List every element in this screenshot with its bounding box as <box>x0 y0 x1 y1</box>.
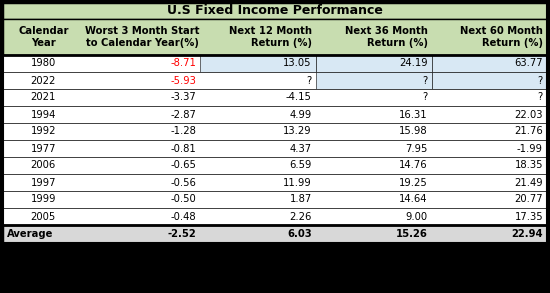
FancyBboxPatch shape <box>432 55 547 72</box>
Text: 1980: 1980 <box>31 59 56 69</box>
FancyBboxPatch shape <box>3 123 547 140</box>
FancyBboxPatch shape <box>316 55 432 72</box>
FancyBboxPatch shape <box>3 225 547 243</box>
Text: 1.87: 1.87 <box>289 195 312 205</box>
Text: Next 36 Month
Return (%): Next 36 Month Return (%) <box>345 26 428 48</box>
Text: Next 60 Month
Return (%): Next 60 Month Return (%) <box>460 26 543 48</box>
FancyBboxPatch shape <box>3 3 547 19</box>
Text: 2005: 2005 <box>31 212 56 222</box>
FancyBboxPatch shape <box>3 174 547 191</box>
Text: 22.94: 22.94 <box>512 229 543 239</box>
Text: -2.52: -2.52 <box>168 229 196 239</box>
Text: 18.35: 18.35 <box>514 161 543 171</box>
Text: 16.31: 16.31 <box>399 110 428 120</box>
Text: 15.26: 15.26 <box>396 229 428 239</box>
FancyBboxPatch shape <box>3 89 547 106</box>
Text: 11.99: 11.99 <box>283 178 312 188</box>
Text: 21.49: 21.49 <box>514 178 543 188</box>
Text: -8.71: -8.71 <box>170 59 196 69</box>
Text: -4.15: -4.15 <box>286 93 312 103</box>
Text: 7.95: 7.95 <box>405 144 428 154</box>
FancyBboxPatch shape <box>3 55 547 72</box>
Text: 4.37: 4.37 <box>290 144 312 154</box>
Text: ?: ? <box>306 76 312 86</box>
Text: ?: ? <box>422 93 428 103</box>
Text: -0.81: -0.81 <box>170 144 196 154</box>
FancyBboxPatch shape <box>3 208 547 225</box>
FancyBboxPatch shape <box>432 72 547 89</box>
Text: 13.29: 13.29 <box>283 127 312 137</box>
Text: 19.25: 19.25 <box>399 178 428 188</box>
Text: -0.48: -0.48 <box>171 212 196 222</box>
FancyBboxPatch shape <box>3 191 547 208</box>
Text: -2.87: -2.87 <box>170 110 196 120</box>
Text: ?: ? <box>422 76 428 86</box>
Text: Next 12 Month
Return (%): Next 12 Month Return (%) <box>229 26 312 48</box>
Text: Worst 3 Month Start
to Calendar Year(%): Worst 3 Month Start to Calendar Year(%) <box>85 26 199 48</box>
Text: 14.76: 14.76 <box>399 161 428 171</box>
Text: -3.37: -3.37 <box>170 93 196 103</box>
Text: 4.99: 4.99 <box>289 110 312 120</box>
Text: 63.77: 63.77 <box>514 59 543 69</box>
Text: -0.50: -0.50 <box>170 195 196 205</box>
Text: 21.76: 21.76 <box>514 127 543 137</box>
Text: ?: ? <box>538 76 543 86</box>
Text: 15.98: 15.98 <box>399 127 428 137</box>
Text: 22.03: 22.03 <box>514 110 543 120</box>
Text: -1.99: -1.99 <box>517 144 543 154</box>
Text: -5.93: -5.93 <box>170 76 196 86</box>
Text: 9.00: 9.00 <box>405 212 428 222</box>
Text: 13.05: 13.05 <box>283 59 312 69</box>
Text: 2022: 2022 <box>31 76 56 86</box>
Text: ?: ? <box>538 93 543 103</box>
Text: 1977: 1977 <box>30 144 56 154</box>
Text: 14.64: 14.64 <box>399 195 428 205</box>
Text: 6.59: 6.59 <box>289 161 312 171</box>
Text: -0.56: -0.56 <box>170 178 196 188</box>
Text: 2021: 2021 <box>31 93 56 103</box>
Text: 20.77: 20.77 <box>514 195 543 205</box>
FancyBboxPatch shape <box>3 19 547 55</box>
Text: -0.65: -0.65 <box>170 161 196 171</box>
Text: 1994: 1994 <box>31 110 56 120</box>
Text: 2006: 2006 <box>31 161 56 171</box>
Text: 1992: 1992 <box>30 127 56 137</box>
Text: 17.35: 17.35 <box>514 212 543 222</box>
Text: -1.28: -1.28 <box>170 127 196 137</box>
FancyBboxPatch shape <box>200 55 316 72</box>
FancyBboxPatch shape <box>3 106 547 123</box>
Text: 1997: 1997 <box>30 178 56 188</box>
Text: 6.03: 6.03 <box>287 229 312 239</box>
Text: U.S Fixed Income Performance: U.S Fixed Income Performance <box>167 4 383 18</box>
FancyBboxPatch shape <box>316 72 432 89</box>
FancyBboxPatch shape <box>3 157 547 174</box>
FancyBboxPatch shape <box>3 72 547 89</box>
FancyBboxPatch shape <box>3 140 547 157</box>
Text: 2.26: 2.26 <box>289 212 312 222</box>
Text: 1999: 1999 <box>30 195 56 205</box>
Text: Average: Average <box>7 229 53 239</box>
Text: 24.19: 24.19 <box>399 59 428 69</box>
Text: Calendar
Year: Calendar Year <box>18 26 69 48</box>
